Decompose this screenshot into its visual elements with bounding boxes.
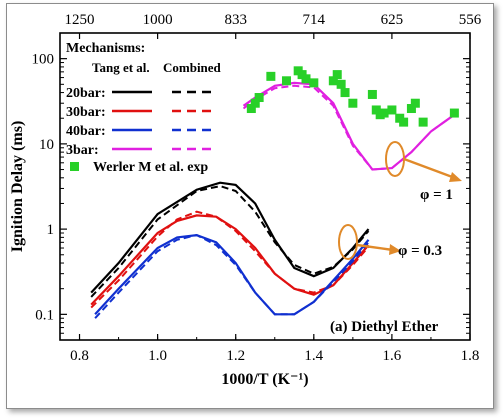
exp-point	[336, 79, 346, 89]
exp-point	[332, 70, 342, 80]
annotation-phi03: φ = 0.3	[398, 243, 442, 259]
y-tick-label: 100	[32, 52, 55, 68]
y-axis-label: Ignition Delay (ms)	[9, 121, 26, 253]
annotation-phi1: φ = 1	[420, 187, 453, 203]
exp-point	[281, 76, 291, 86]
top-tick-label: 625	[381, 12, 404, 28]
x-tick-label: 1.0	[148, 348, 167, 364]
exp-point	[348, 98, 358, 108]
exp-point	[406, 104, 416, 114]
x-axis-label: 1000/T (K⁻¹)	[221, 371, 308, 388]
legend-exp-label: Werler M et al. exp	[93, 160, 208, 175]
phi1-arrow-head	[449, 172, 462, 182]
exp-point	[371, 105, 381, 115]
series-line-20bar-tang	[90, 181, 370, 294]
experimental-layer	[246, 66, 459, 127]
exp-point	[301, 74, 311, 84]
y-tick-label: 0.1	[35, 307, 54, 323]
exp-point	[250, 98, 260, 108]
series-layer	[90, 81, 456, 319]
exp-point	[449, 108, 459, 118]
exp-point	[328, 76, 338, 86]
exp-point	[266, 71, 276, 81]
x-tick-label: 0.8	[70, 348, 89, 364]
exp-point	[246, 104, 256, 114]
annotation-layer: φ = 1 φ = 0.3 (a) Diethyl Ether	[330, 141, 462, 335]
phi1-arrow-line	[403, 157, 456, 180]
series-line-20bar-combined	[90, 185, 370, 298]
x-tick-label: 1.8	[461, 348, 480, 364]
exp-point	[309, 78, 319, 88]
legend-entry-label: 40bar:	[66, 124, 106, 139]
top-tick-label: 833	[224, 12, 247, 28]
legend-entry-label: 3bar:	[66, 143, 99, 158]
exp-point	[254, 93, 264, 103]
exp-point	[410, 98, 420, 108]
axes-layer: 0.8 1.0 1.2 1.4 1.6 1.8 1250 1000 833 714 625 556 0.…	[9, 12, 482, 388]
exp-point	[387, 105, 397, 115]
exp-point	[418, 117, 428, 127]
y-tick-label: 10	[39, 137, 54, 153]
legend-exp-marker	[70, 162, 79, 171]
series-line-3bar-combined	[242, 84, 455, 171]
legend-entry-label: 20bar:	[66, 86, 106, 101]
legend-header: Mechanisms:	[66, 41, 145, 56]
x-tick-label: 1.6	[383, 348, 402, 364]
phi03-arrow-line	[356, 243, 394, 252]
x-tick-label: 1.4	[304, 348, 323, 364]
phi03-arrow-head	[389, 244, 401, 255]
exp-point	[340, 88, 350, 98]
exp-point	[399, 117, 409, 127]
x-tick-label: 1.2	[226, 348, 245, 364]
top-tick-label: 1000	[143, 12, 173, 28]
legend-layer: Mechanisms: Tang et al. Combined 20bar: 30ba…	[66, 41, 222, 175]
plot-frame	[59, 32, 471, 341]
top-tick-label: 556	[459, 12, 482, 28]
series-line-40bar-combined	[94, 234, 370, 319]
top-tick-label: 714	[303, 12, 326, 28]
annotation-panel-label: (a) Diethyl Ether	[330, 319, 439, 335]
phi03-ellipse	[338, 224, 358, 260]
exp-point	[379, 108, 389, 118]
legend-col1-label: Tang et al.	[92, 60, 150, 75]
legend-entry-label: 30bar:	[66, 105, 106, 120]
legend-col2-label: Combined	[163, 60, 222, 75]
top-tick-label: 1250	[65, 12, 95, 28]
y-tick-label: 1	[47, 222, 55, 238]
exp-point	[367, 89, 377, 99]
